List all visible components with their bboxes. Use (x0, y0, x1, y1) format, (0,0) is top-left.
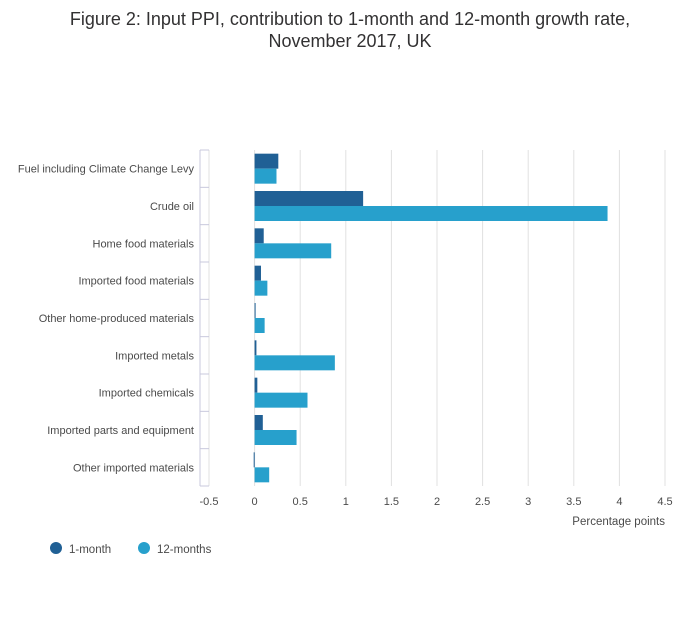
bar-1-month (254, 377, 258, 393)
category-label: Fuel including Climate Change Levy (18, 164, 195, 176)
category-label: Home food materials (93, 238, 195, 250)
x-tick-label: 0.5 (293, 496, 308, 508)
bar-12-months (254, 355, 335, 371)
x-tick-label: 4.5 (657, 496, 672, 508)
bar-12-months (254, 206, 608, 221)
bar-12-months (254, 168, 277, 184)
bar-1-month (254, 191, 364, 206)
chart-title: Figure 2: Input PPI, contribution to 1-m… (0, 8, 700, 52)
x-tick-label: 2 (434, 496, 440, 508)
x-tick-label: 3 (525, 496, 531, 508)
category-label: Crude oil (150, 201, 194, 213)
bar-1-month (254, 265, 261, 281)
x-tick-label: -0.5 (200, 496, 219, 508)
legend: 1-month 12-months (50, 542, 212, 556)
legend-swatch (138, 542, 150, 554)
x-tick-label: 0 (252, 496, 258, 508)
legend-label: 1-month (69, 544, 111, 556)
category-labels: Fuel including Climate Change Levy Crude … (18, 164, 195, 475)
x-tick-labels: -0.5 0 0.5 1 1.5 2 2.5 3 3.5 4 4.5 (200, 496, 673, 508)
chart-title-line-1: Figure 2: Input PPI, contribution to 1-m… (69, 9, 631, 29)
bar-12-months (254, 467, 270, 483)
category-label: Imported parts and equipment (47, 425, 194, 437)
category-label: Imported metals (115, 350, 194, 362)
bar-1-month (254, 303, 256, 318)
bars (253, 153, 608, 483)
bar-1-month (253, 452, 255, 468)
bar-1-month (254, 153, 279, 169)
chart-title-line-2: November 2017, UK (268, 31, 432, 51)
bar-12-months (254, 430, 297, 445)
category-label: Imported food materials (78, 276, 194, 288)
bar-12-months (254, 280, 268, 296)
bar-12-months (254, 392, 308, 408)
x-tick-label: 3.5 (566, 496, 581, 508)
category-label: Other home-produced materials (39, 313, 195, 325)
x-tick-label: 1 (343, 496, 349, 508)
x-tick-label: 4 (616, 496, 622, 508)
category-label: Imported chemicals (99, 388, 195, 400)
bar-12-months (254, 243, 332, 259)
x-tick-label: 1.5 (384, 496, 399, 508)
bar-1-month (254, 415, 263, 430)
bar-1-month (254, 340, 257, 356)
category-axis (199, 149, 209, 487)
legend-swatch (50, 542, 62, 554)
x-axis-title: Percentage points (572, 516, 665, 528)
legend-label: 12-months (157, 544, 212, 556)
bar-1-month (254, 228, 264, 244)
x-tick-label: 2.5 (475, 496, 490, 508)
bar-12-months (254, 318, 265, 333)
category-label: Other imported materials (73, 462, 195, 474)
